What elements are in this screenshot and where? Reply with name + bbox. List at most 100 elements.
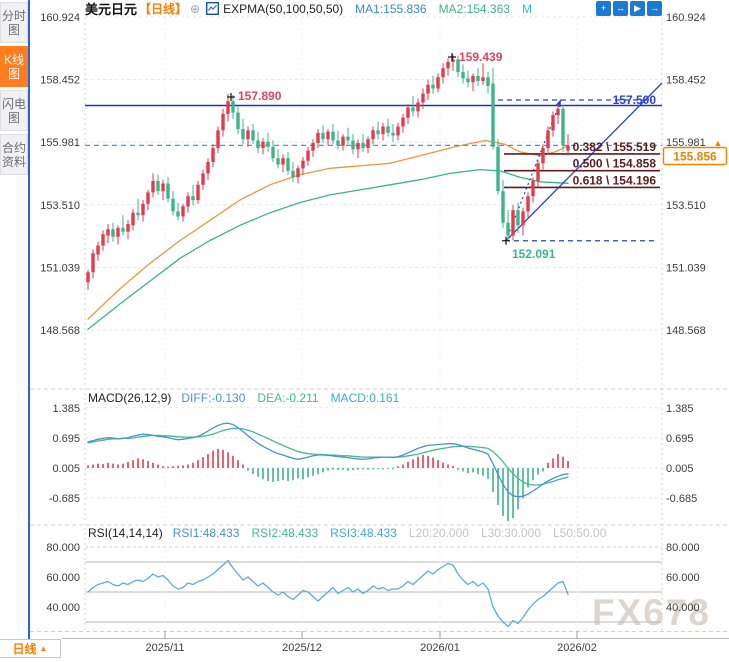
sidebar-tab-3[interactable]: 合约资料: [0, 134, 28, 175]
candle-body: [201, 173, 205, 185]
candle-body: [101, 234, 105, 246]
fib-label-2: 0.618 \ 154.196: [573, 173, 657, 187]
main-axis-right-label: 153.510: [666, 200, 706, 212]
sidebar-tab-2[interactable]: 闪电图: [0, 90, 28, 131]
resistance-label: 157.500: [613, 93, 657, 107]
macd-hist-bar: [152, 462, 154, 468]
candle-body: [516, 210, 520, 226]
candle-body: [536, 163, 540, 181]
candle-body: [231, 101, 235, 113]
candle-body: [271, 146, 275, 159]
macd-hist-bar: [342, 468, 344, 470]
macd-axis-right-label: 0.005: [666, 463, 694, 475]
candle-body: [311, 143, 315, 151]
candle-body: [276, 158, 280, 165]
candle-body: [481, 77, 485, 81]
macd-hist-bar: [372, 468, 374, 470]
macd-hist-bar: [392, 468, 394, 470]
macd-hist-bar: [112, 463, 114, 468]
macd-hist-bar: [412, 459, 414, 468]
candle-body: [446, 61, 450, 69]
rsi1-value: RSI1:48.433: [172, 526, 240, 540]
macd-hist-bar: [522, 468, 524, 499]
macd-hist-bar: [177, 465, 179, 468]
candle-body: [241, 129, 245, 140]
candle-body: [246, 130, 250, 140]
macd-header: MACD(26,12,9) DIFF:-0.130 DEA:-0.211 MAC…: [88, 391, 399, 405]
add-indicator-icon[interactable]: ⊕: [190, 1, 201, 16]
auto-scale-icon[interactable]: ▶: [630, 1, 645, 16]
current-price-badge: [662, 146, 728, 166]
macd-hist-bar: [132, 460, 134, 468]
candle-body: [316, 132, 320, 144]
macd-axis-left-label: 0.005: [52, 463, 80, 475]
rsi-header: RSI(14,14,14) RSI1:48.433 RSI2:48.433 RS…: [88, 526, 606, 540]
macd-hist-bar: [242, 464, 244, 468]
macd-hist-bar: [137, 458, 139, 468]
candle-body: [291, 170, 295, 178]
sidebar-tab-1[interactable]: K线图: [0, 46, 28, 87]
rsi-axis-left-label: 80.000: [46, 542, 80, 554]
macd-hist-bar: [172, 466, 174, 468]
candle-body: [131, 212, 135, 226]
macd-hist-bar: [127, 461, 129, 468]
fit-width-icon[interactable]: ↔: [613, 1, 628, 16]
macd-hist-bar: [457, 468, 459, 470]
candle-body: [296, 168, 300, 178]
candle-body: [331, 131, 335, 141]
move-tool-icon[interactable]: +: [596, 1, 611, 16]
macd-hist-bar: [187, 464, 189, 468]
macd-hist-bar: [282, 468, 284, 481]
candle-body: [541, 148, 545, 164]
macd-hist-bar: [502, 468, 504, 516]
main-axis-left-label: 151.039: [40, 262, 80, 274]
macd-hist-bar: [202, 457, 204, 468]
macd-hist-bar: [492, 468, 494, 492]
candle-body: [306, 150, 310, 161]
sidebar-tab-0[interactable]: 分时图: [0, 2, 28, 43]
macd-hist-bar: [552, 458, 554, 468]
candle-body: [401, 117, 405, 127]
macd-hist-bar: [477, 468, 479, 475]
macd-hist-bar: [472, 468, 474, 473]
candle-body: [176, 211, 180, 217]
candle-body: [161, 183, 165, 192]
macd-hist-bar: [422, 454, 424, 468]
candle-body: [426, 84, 430, 94]
candle-body: [281, 158, 285, 165]
macd-hist-bar: [92, 464, 94, 468]
macd-hist-bar: [562, 456, 564, 468]
candle-body: [326, 131, 330, 140]
candle-body: [171, 198, 175, 212]
candle-body: [121, 227, 125, 232]
macd-hist-bar: [557, 454, 559, 468]
date-label-3: 2026/02: [557, 642, 597, 654]
macd-hist-bar: [512, 468, 514, 518]
candle-body: [431, 84, 435, 89]
macd-hist-bar: [537, 468, 539, 475]
macd-hist-bar: [347, 468, 349, 471]
macd-hist-bar: [217, 448, 219, 468]
macd-hist-bar: [507, 468, 509, 522]
macd-hist-bar: [497, 468, 499, 505]
expma-chart-icon: [206, 1, 220, 16]
candle-body: [466, 78, 470, 83]
scroll-right-icon[interactable]: →: [647, 1, 662, 16]
macd-hist-bar: [212, 450, 214, 468]
candle-body: [406, 107, 410, 118]
period-selector[interactable]: 日线 ▲: [0, 639, 61, 658]
macd-hist-bar: [192, 462, 194, 468]
macd-hist-bar: [367, 468, 369, 470]
macd-hist-bar: [312, 468, 314, 476]
macd-hist-bar: [487, 468, 489, 479]
candle-body: [106, 229, 110, 236]
macd-hist-bar: [482, 468, 484, 476]
candle-body: [491, 83, 495, 147]
candle-body: [386, 126, 390, 133]
macd-hist-bar: [107, 462, 109, 468]
candle-body: [546, 130, 550, 149]
trend-line-solid: [505, 82, 663, 242]
